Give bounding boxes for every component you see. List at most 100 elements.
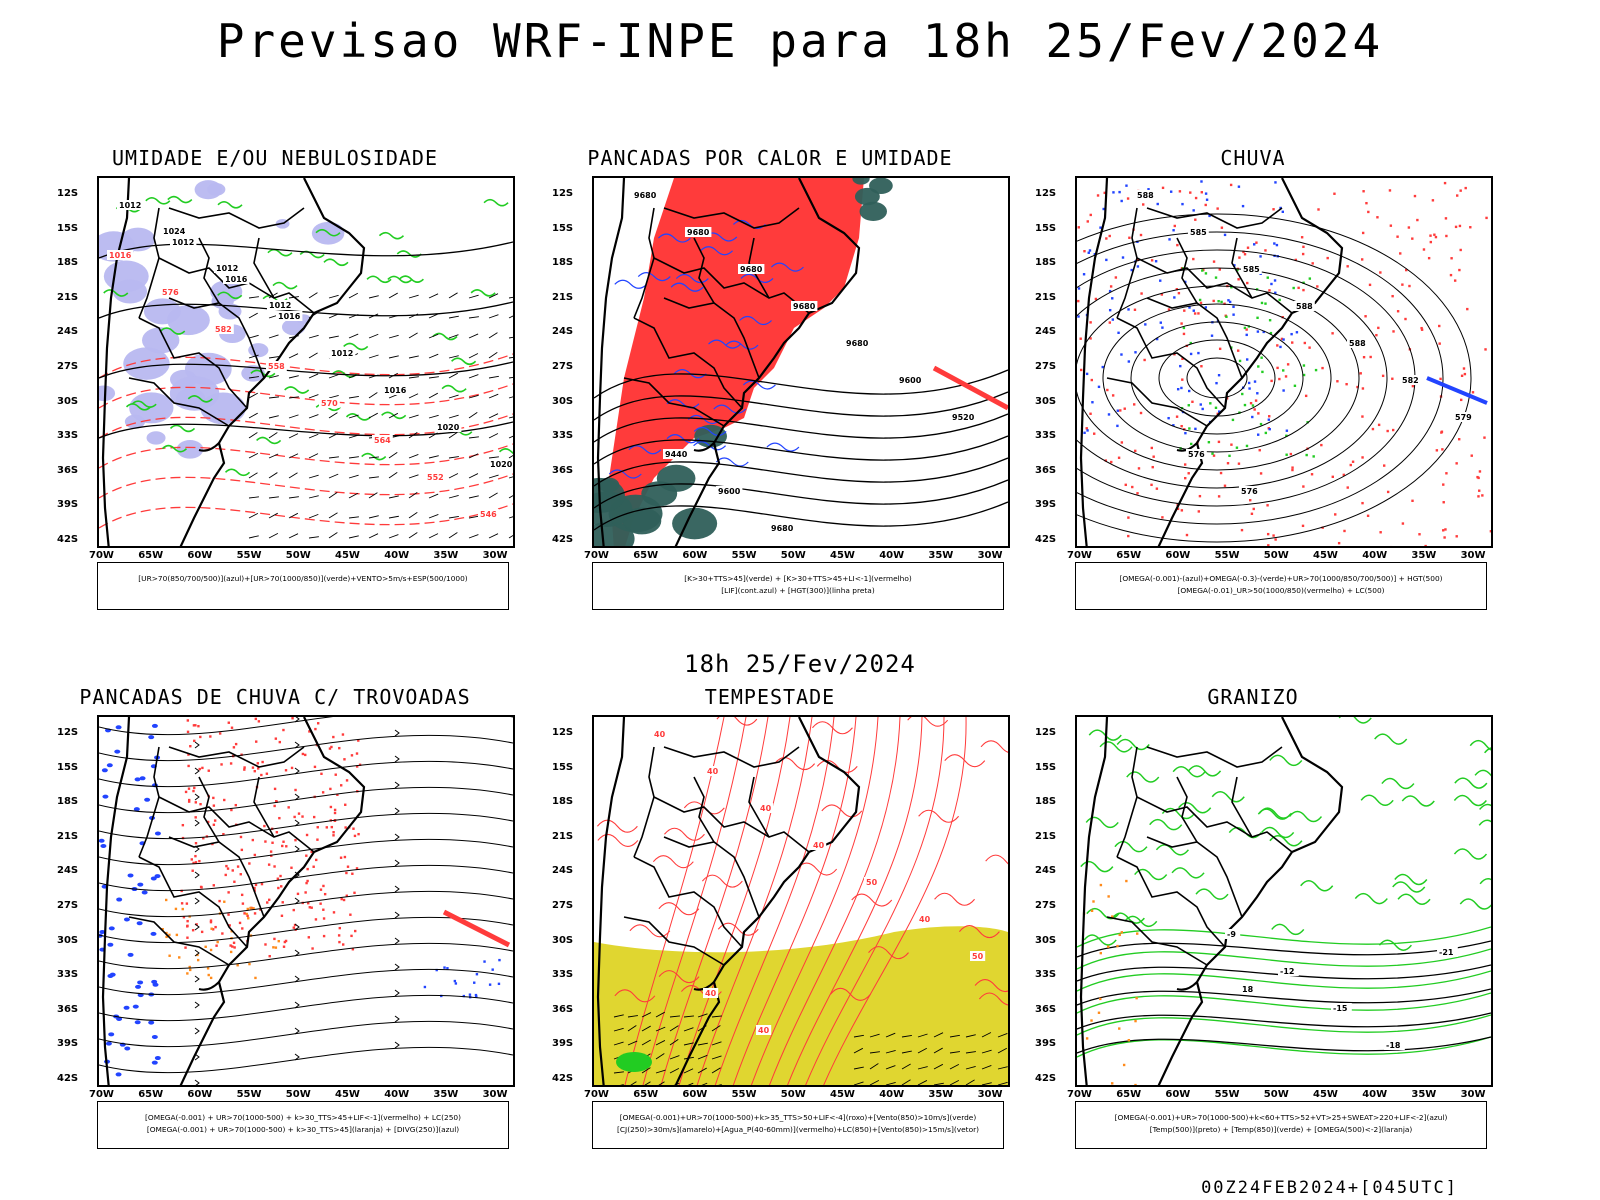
panel-pancadas-calor: PANCADAS POR CALOR E UMIDADE 9680 9680 9680… — [530, 146, 1010, 626]
contour-label-bg — [703, 988, 719, 998]
wind-vector — [488, 474, 499, 479]
divg-blue-blob — [134, 777, 141, 782]
omega-red-dot — [1161, 516, 1164, 519]
divg-blue-blob — [151, 1060, 158, 1065]
storm-red-dot — [186, 924, 189, 928]
latitude-label: 12S — [552, 188, 574, 199]
omega-blue-dot — [1112, 191, 1115, 194]
omega-blue-dot — [1127, 308, 1130, 311]
legend-line: [OMEGA(-0.001)+UR>70(1000-500)+k<60+TTS>… — [1114, 1113, 1448, 1122]
omega-red-dot — [1365, 201, 1368, 205]
la-plata-outline — [693, 442, 715, 452]
latitude-label: 42S — [1035, 534, 1057, 545]
wind-vector — [428, 392, 438, 399]
temp850-contour — [1155, 844, 1190, 856]
storm-red-dot — [192, 861, 195, 865]
rh-low-contour — [267, 248, 293, 257]
omega-red-dot — [1438, 342, 1441, 345]
omega-red-dot — [1382, 464, 1386, 467]
country-border — [1146, 207, 1283, 229]
contour-label: 582 — [215, 325, 232, 334]
latitude-label: 36S — [57, 464, 79, 476]
omega-blue-dot — [1290, 332, 1293, 336]
lc850-streamline — [769, 717, 901, 1085]
storm-red-dot — [343, 758, 346, 761]
panel-granizo: GRANIZO -9 -12 -15 -18 -21 18 12S 15S 18S 21S 24S 27… — [1013, 685, 1493, 1165]
storm-orange-dot — [229, 950, 233, 954]
legend-line: [CJ(250)>30m/s](amarelo)+[Agua_P(40-60mm… — [616, 1125, 980, 1134]
storm-red-dot — [231, 945, 234, 948]
wind-vector — [468, 534, 479, 539]
storm-red-dot — [187, 764, 190, 768]
omega-red-dot — [1484, 348, 1487, 351]
contour-label-bg — [170, 237, 197, 247]
wind-vector — [388, 452, 398, 459]
longitude-label: 45W — [1313, 550, 1338, 561]
wind850-vector — [949, 1051, 960, 1054]
latitude-label: 30S — [1035, 395, 1057, 407]
storm-red-dot — [256, 762, 260, 765]
storm-red-dot — [314, 727, 317, 731]
wind850-vector — [701, 1082, 708, 1085]
omega-red-dot — [1167, 308, 1171, 311]
panel-tempestade: TEMPESTADE 40 40 40 40 50 40 50 40 40 12S 15S 18S 21S… — [530, 685, 1010, 1165]
contour-label: 1012 — [216, 264, 238, 273]
omega-blue-dot — [1279, 345, 1282, 349]
omega-blue-dot — [1097, 385, 1101, 389]
country-border — [1116, 856, 1226, 948]
wind-vector — [308, 334, 319, 339]
omega-red-dot — [1180, 322, 1183, 325]
omega-blue-dot — [1274, 181, 1277, 184]
omega500-orange-dot — [1135, 996, 1138, 1000]
contour-label-bg — [329, 348, 356, 358]
omega-blue-dot — [1247, 381, 1251, 385]
contour-label: -9 — [1227, 930, 1236, 939]
divg-blue-dot — [497, 982, 501, 986]
country-border — [693, 237, 715, 304]
storm-red-dot — [180, 889, 183, 893]
wind850-vector — [885, 1032, 896, 1038]
divg-blue-blob — [144, 797, 151, 802]
storm-red-dot — [264, 943, 267, 946]
omega-green-dot — [1259, 422, 1263, 426]
storm-red-dot — [344, 826, 347, 829]
contour-label-bg — [319, 398, 340, 408]
wind-vector — [488, 314, 499, 319]
divg-blue-blob — [108, 1032, 115, 1037]
contour-label-bg — [267, 300, 294, 310]
divg-blue-blob — [99, 929, 106, 934]
omega-blue-dot — [1199, 403, 1202, 406]
hgt300-contour — [594, 435, 1008, 465]
wind850-vector — [981, 1032, 992, 1038]
wind-vector — [288, 396, 299, 399]
omega500-orange-dot — [1125, 879, 1128, 883]
omega-red-dot — [1346, 265, 1349, 268]
omega-red-dot — [1310, 473, 1314, 476]
wind-vector — [388, 472, 398, 479]
omega-blue-dot — [1281, 210, 1284, 213]
divg-blue-blob — [105, 1041, 112, 1046]
storm-orange-dot — [181, 907, 184, 911]
omega-green-dot — [1260, 301, 1264, 305]
omega-blue-dot — [1223, 233, 1227, 237]
west-coastline — [1079, 717, 1109, 1085]
streamline — [99, 760, 513, 788]
storm-orange-dot — [209, 976, 213, 980]
omega-red-dot — [1346, 486, 1349, 489]
omega-blue-dot — [1245, 333, 1248, 337]
wind-vector — [328, 412, 338, 419]
storm-red-dot — [218, 899, 221, 903]
omega500-orange-dot — [1099, 883, 1103, 887]
wind850-vector — [655, 1040, 666, 1046]
wind850-vector — [965, 1034, 976, 1038]
omega-green-dot — [1292, 286, 1295, 290]
wind-vector — [328, 512, 338, 519]
contour-label-bg — [488, 459, 513, 469]
wind850-vector — [917, 1033, 928, 1038]
hgt300-contour — [594, 479, 1008, 509]
wind-vector — [308, 292, 318, 299]
contour-label-bg — [1186, 449, 1207, 459]
longitude-label: 55W — [1214, 1089, 1240, 1100]
storm-red-dot — [212, 804, 216, 807]
